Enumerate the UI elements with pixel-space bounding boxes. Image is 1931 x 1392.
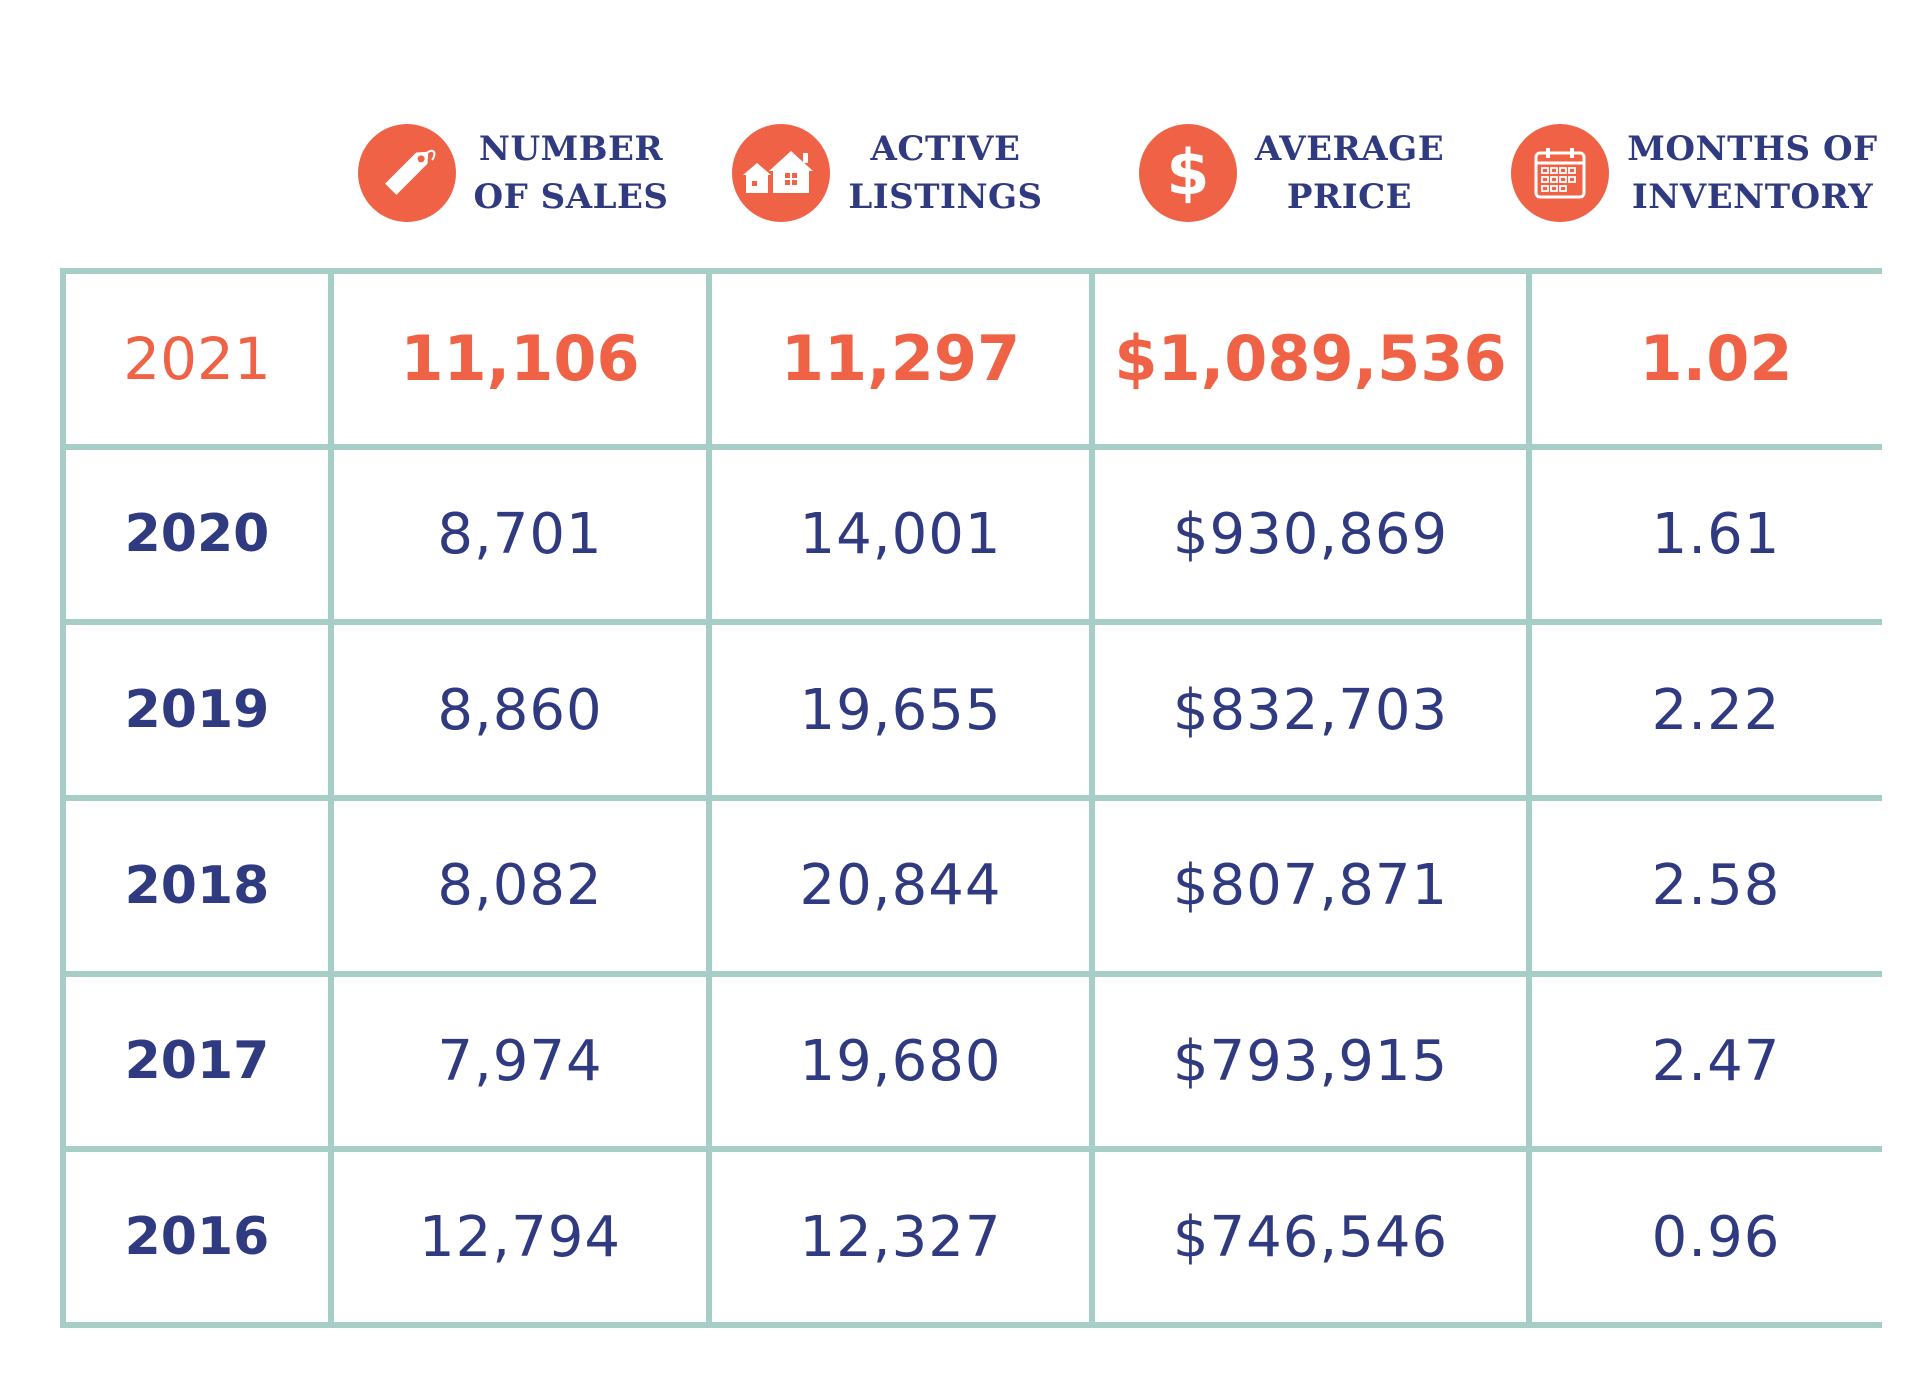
- months-value: 2.22: [1651, 677, 1781, 743]
- sales-value: 7,974: [437, 1028, 603, 1094]
- table-cell-listings: 14,001: [712, 449, 1089, 620]
- listings-value: 20,844: [799, 853, 1002, 919]
- price-value: $1,089,536: [1114, 322, 1507, 396]
- table-cell-listings: 20,844: [712, 801, 1089, 971]
- header-label: ACTIVE LISTINGS: [848, 125, 1042, 221]
- header-line1: ACTIVE: [870, 128, 1021, 169]
- header-line2: LISTINGS: [848, 176, 1043, 217]
- dollar-icon: $: [1138, 123, 1237, 222]
- header-label: NUMBER OF SALES: [474, 125, 669, 221]
- year-label: 2016: [124, 1207, 270, 1268]
- months-value: 2.47: [1651, 1028, 1781, 1094]
- sales-value: 8,860: [437, 677, 603, 743]
- table-cell-price: $793,915: [1095, 976, 1526, 1147]
- header-line1: MONTHS OF: [1627, 128, 1878, 169]
- table-cell-sales: 7,974: [334, 976, 706, 1147]
- year-label: 2020: [124, 504, 270, 565]
- table-cell-months: 2.58: [1532, 801, 1900, 971]
- table-cell-price: $746,546: [1095, 1152, 1526, 1322]
- listings-value: 19,680: [799, 1028, 1002, 1094]
- sales-value: 12,794: [419, 1204, 621, 1270]
- table-cell-year: 2016: [66, 1152, 328, 1322]
- header-line2: OF SALES: [473, 176, 669, 217]
- listings-value: 11,297: [780, 322, 1021, 396]
- houses-icon: [732, 123, 831, 222]
- table-cell-sales: 8,082: [334, 801, 706, 971]
- sales-value: 8,082: [437, 853, 603, 919]
- header-average-price: $ AVERAGE PRICE: [1076, 110, 1507, 235]
- header-line1: AVERAGE: [1254, 128, 1445, 169]
- year-label: 2021: [123, 324, 271, 393]
- months-value: 0.96: [1651, 1204, 1781, 1270]
- table-cell-months: 1.02: [1532, 274, 1900, 444]
- table-cell-months: 1.61: [1532, 449, 1900, 620]
- year-label: 2017: [124, 1031, 270, 1092]
- price-value: $746,546: [1172, 1204, 1449, 1270]
- table-cell-listings: 12,327: [712, 1152, 1089, 1322]
- listings-value: 14,001: [799, 501, 1002, 567]
- table-cell-year: 2018: [66, 801, 328, 971]
- table-cell-price: $930,869: [1095, 449, 1526, 620]
- listings-value: 12,327: [799, 1204, 1002, 1270]
- header-label: AVERAGE PRICE: [1255, 125, 1444, 221]
- sales-value: 11,106: [400, 322, 640, 396]
- table-cell-months: 0.96: [1532, 1152, 1900, 1322]
- table-cell-sales: 8,860: [334, 625, 706, 795]
- table-cell-year: 2021: [66, 274, 328, 444]
- price-value: $807,871: [1172, 853, 1449, 919]
- table-cell-listings: 19,655: [712, 625, 1089, 795]
- table-header: NUMBER OF SALES ACTIVE LISTINGS $: [327, 110, 1882, 235]
- header-line2: PRICE: [1286, 176, 1413, 217]
- calendar-icon: [1511, 123, 1610, 222]
- header-number-of-sales: NUMBER OF SALES: [327, 110, 699, 235]
- market-stats-table: 2021 11,106 11,297 $1,089,536 1.02 2020 …: [60, 268, 1900, 1328]
- months-value: 2.58: [1651, 853, 1781, 919]
- table-cell-year: 2019: [66, 625, 328, 795]
- header-line1: NUMBER: [478, 128, 664, 169]
- table-cell-sales: 12,794: [334, 1152, 706, 1322]
- header-active-listings: ACTIVE LISTINGS: [699, 110, 1076, 235]
- table-cell-sales: 8,701: [334, 449, 706, 620]
- months-value: 1.61: [1651, 501, 1781, 567]
- table-cell-listings: 11,297: [712, 274, 1089, 444]
- header-label: MONTHS OF INVENTORY: [1627, 125, 1877, 221]
- table-cell-months: 2.47: [1532, 976, 1900, 1147]
- price-value: $832,703: [1172, 677, 1449, 743]
- header-months-of-inventory: MONTHS OF INVENTORY: [1507, 110, 1882, 235]
- table-cell-sales: 11,106: [334, 274, 706, 444]
- price-value: $930,869: [1172, 501, 1449, 567]
- year-label: 2018: [124, 855, 270, 916]
- price-tag-icon: [357, 123, 456, 222]
- svg-text:$: $: [1166, 138, 1209, 208]
- table-cell-listings: 19,680: [712, 976, 1089, 1147]
- listings-value: 19,655: [799, 677, 1002, 743]
- table-cell-months: 2.22: [1532, 625, 1900, 795]
- sales-value: 8,701: [437, 501, 603, 567]
- header-line2: INVENTORY: [1631, 176, 1874, 217]
- price-value: $793,915: [1172, 1028, 1449, 1094]
- table-cell-price: $1,089,536: [1095, 274, 1526, 444]
- table-cell-price: $807,871: [1095, 801, 1526, 971]
- year-label: 2019: [124, 680, 270, 741]
- table-cell-year: 2020: [66, 449, 328, 620]
- table-cell-price: $832,703: [1095, 625, 1526, 795]
- table-cell-year: 2017: [66, 976, 328, 1147]
- months-value: 1.02: [1639, 322, 1793, 396]
